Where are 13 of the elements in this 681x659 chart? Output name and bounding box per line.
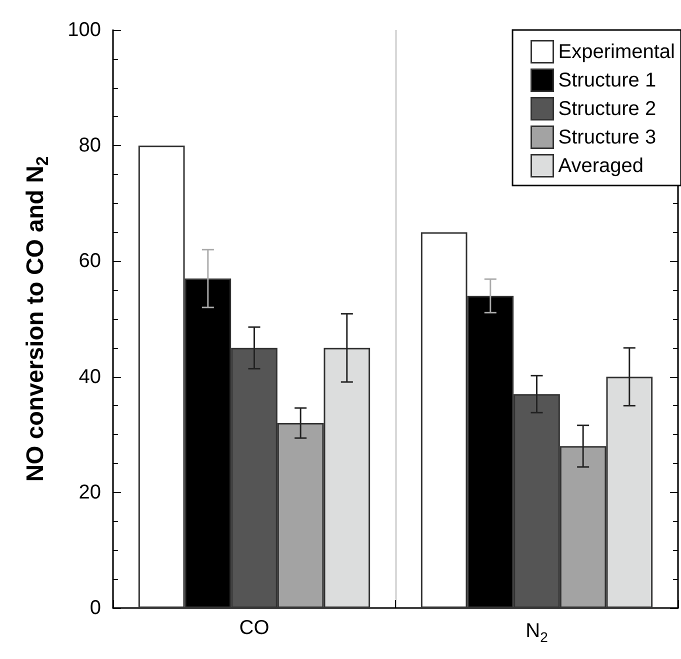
y-tick-label: 20 — [78, 481, 101, 504]
y-tick-label: 60 — [78, 250, 101, 272]
y-tick-label: 80 — [78, 134, 101, 157]
legend-label: Structure 3 — [558, 126, 656, 148]
x-tick-label: CO — [239, 617, 270, 639]
legend-label: Averaged — [558, 154, 644, 177]
y-axis-title: NO conversion to CO and N2 — [22, 156, 52, 482]
y-tick-label: 100 — [68, 19, 101, 41]
y-tick-label: 0 — [90, 597, 101, 619]
legend-label: Experimental — [558, 40, 675, 63]
legend-label: Structure 1 — [558, 69, 656, 92]
y-tick-label: 40 — [78, 366, 101, 388]
legend-label: Structure 2 — [558, 98, 656, 120]
